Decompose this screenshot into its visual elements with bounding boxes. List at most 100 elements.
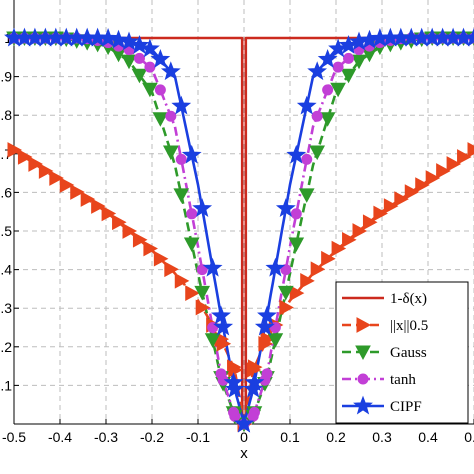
data-point <box>446 156 462 172</box>
data-point <box>175 153 187 165</box>
markers-group <box>4 27 474 433</box>
data-point <box>352 223 368 239</box>
data-point <box>80 191 96 207</box>
data-point <box>362 214 378 231</box>
data-point <box>139 38 160 58</box>
data-point <box>280 264 292 276</box>
data-point <box>150 48 171 68</box>
data-point <box>181 144 202 164</box>
y-tick-label: .4 <box>0 262 12 278</box>
data-point <box>186 208 198 220</box>
data-point <box>215 368 227 380</box>
data-point <box>321 250 336 267</box>
legend-label-2: Gauss <box>390 345 427 361</box>
data-point <box>260 331 276 347</box>
data-point <box>133 52 145 64</box>
data-point <box>152 112 169 127</box>
data-point <box>383 198 399 214</box>
legend-label-3: tanh <box>390 372 416 388</box>
data-point <box>351 54 367 70</box>
data-point <box>373 205 388 222</box>
data-point <box>122 223 138 239</box>
y-tick-label: .6 <box>0 184 12 200</box>
data-point <box>243 378 264 398</box>
data-point <box>247 410 259 422</box>
data-point <box>108 29 129 49</box>
x-tick-label: -0.5 <box>2 429 26 445</box>
data-point <box>204 333 221 348</box>
data-point <box>194 285 211 301</box>
data-point <box>246 362 262 378</box>
data-point <box>195 299 211 316</box>
legend-marker-4 <box>353 395 373 415</box>
data-point <box>275 198 296 217</box>
data-point <box>464 27 474 47</box>
data-point <box>7 142 23 158</box>
x-tick-label: -0.2 <box>140 429 164 445</box>
data-point <box>28 156 43 172</box>
data-point <box>49 170 64 186</box>
data-point <box>319 112 336 127</box>
data-point <box>257 305 277 325</box>
data-point <box>112 214 127 231</box>
data-point <box>132 231 148 248</box>
data-point <box>296 95 317 115</box>
data-point <box>121 54 137 70</box>
series-markers-4 <box>4 27 474 433</box>
data-point <box>457 149 472 165</box>
data-point <box>343 52 355 64</box>
data-point <box>131 68 148 84</box>
data-point <box>183 237 200 253</box>
data-point <box>307 61 328 81</box>
data-point <box>286 144 307 164</box>
x-tick-label: 0.5 <box>464 429 474 445</box>
y-tick-label: .8 <box>0 107 12 123</box>
data-point <box>311 110 323 122</box>
y-tick-label: .3 <box>0 300 12 316</box>
data-point <box>229 410 241 422</box>
data-point <box>288 237 305 253</box>
data-point <box>317 48 338 68</box>
legend: 1-δ(x) ||x||0.5 Gauss tanh CIPF <box>335 281 469 424</box>
data-point <box>160 61 181 81</box>
data-point <box>165 110 177 122</box>
x-axis-label: x <box>240 445 248 462</box>
data-point <box>322 84 334 96</box>
legend-marker-1 <box>356 317 372 333</box>
x-tick-label: -0.3 <box>94 429 118 445</box>
data-point <box>185 285 200 301</box>
data-point <box>213 316 234 336</box>
data-point <box>279 299 294 316</box>
x-tick-label: 0.1 <box>280 429 300 445</box>
data-point <box>332 61 344 73</box>
data-point <box>277 285 294 301</box>
data-point <box>298 188 315 203</box>
data-point <box>196 264 208 276</box>
data-point <box>91 198 106 214</box>
data-point <box>38 163 54 179</box>
data-point <box>415 177 430 193</box>
y-tick-label: .7 <box>0 146 12 162</box>
data-point <box>310 261 326 278</box>
data-point <box>300 272 315 289</box>
data-point <box>144 61 156 73</box>
data-point <box>192 198 213 217</box>
axes: -0.5 -0.4 -0.3 -0.2 -0.1 0 0.1 0.2 0.3 0.4 0.5 .1 .2… <box>0 0 474 445</box>
data-point <box>224 378 245 398</box>
data-point <box>154 84 166 96</box>
data-point <box>234 413 254 433</box>
data-point <box>171 95 192 115</box>
data-point <box>129 34 150 54</box>
data-point <box>340 68 357 84</box>
x-tick-label: 0 <box>240 429 248 445</box>
data-point <box>290 208 302 220</box>
x-tick-label: -0.1 <box>186 429 210 445</box>
data-point <box>98 27 119 47</box>
data-point <box>425 170 441 186</box>
data-point <box>17 149 33 165</box>
x-tick-label: 0.3 <box>372 429 392 445</box>
data-point <box>174 272 190 289</box>
data-point <box>331 240 347 257</box>
data-point <box>309 145 326 161</box>
